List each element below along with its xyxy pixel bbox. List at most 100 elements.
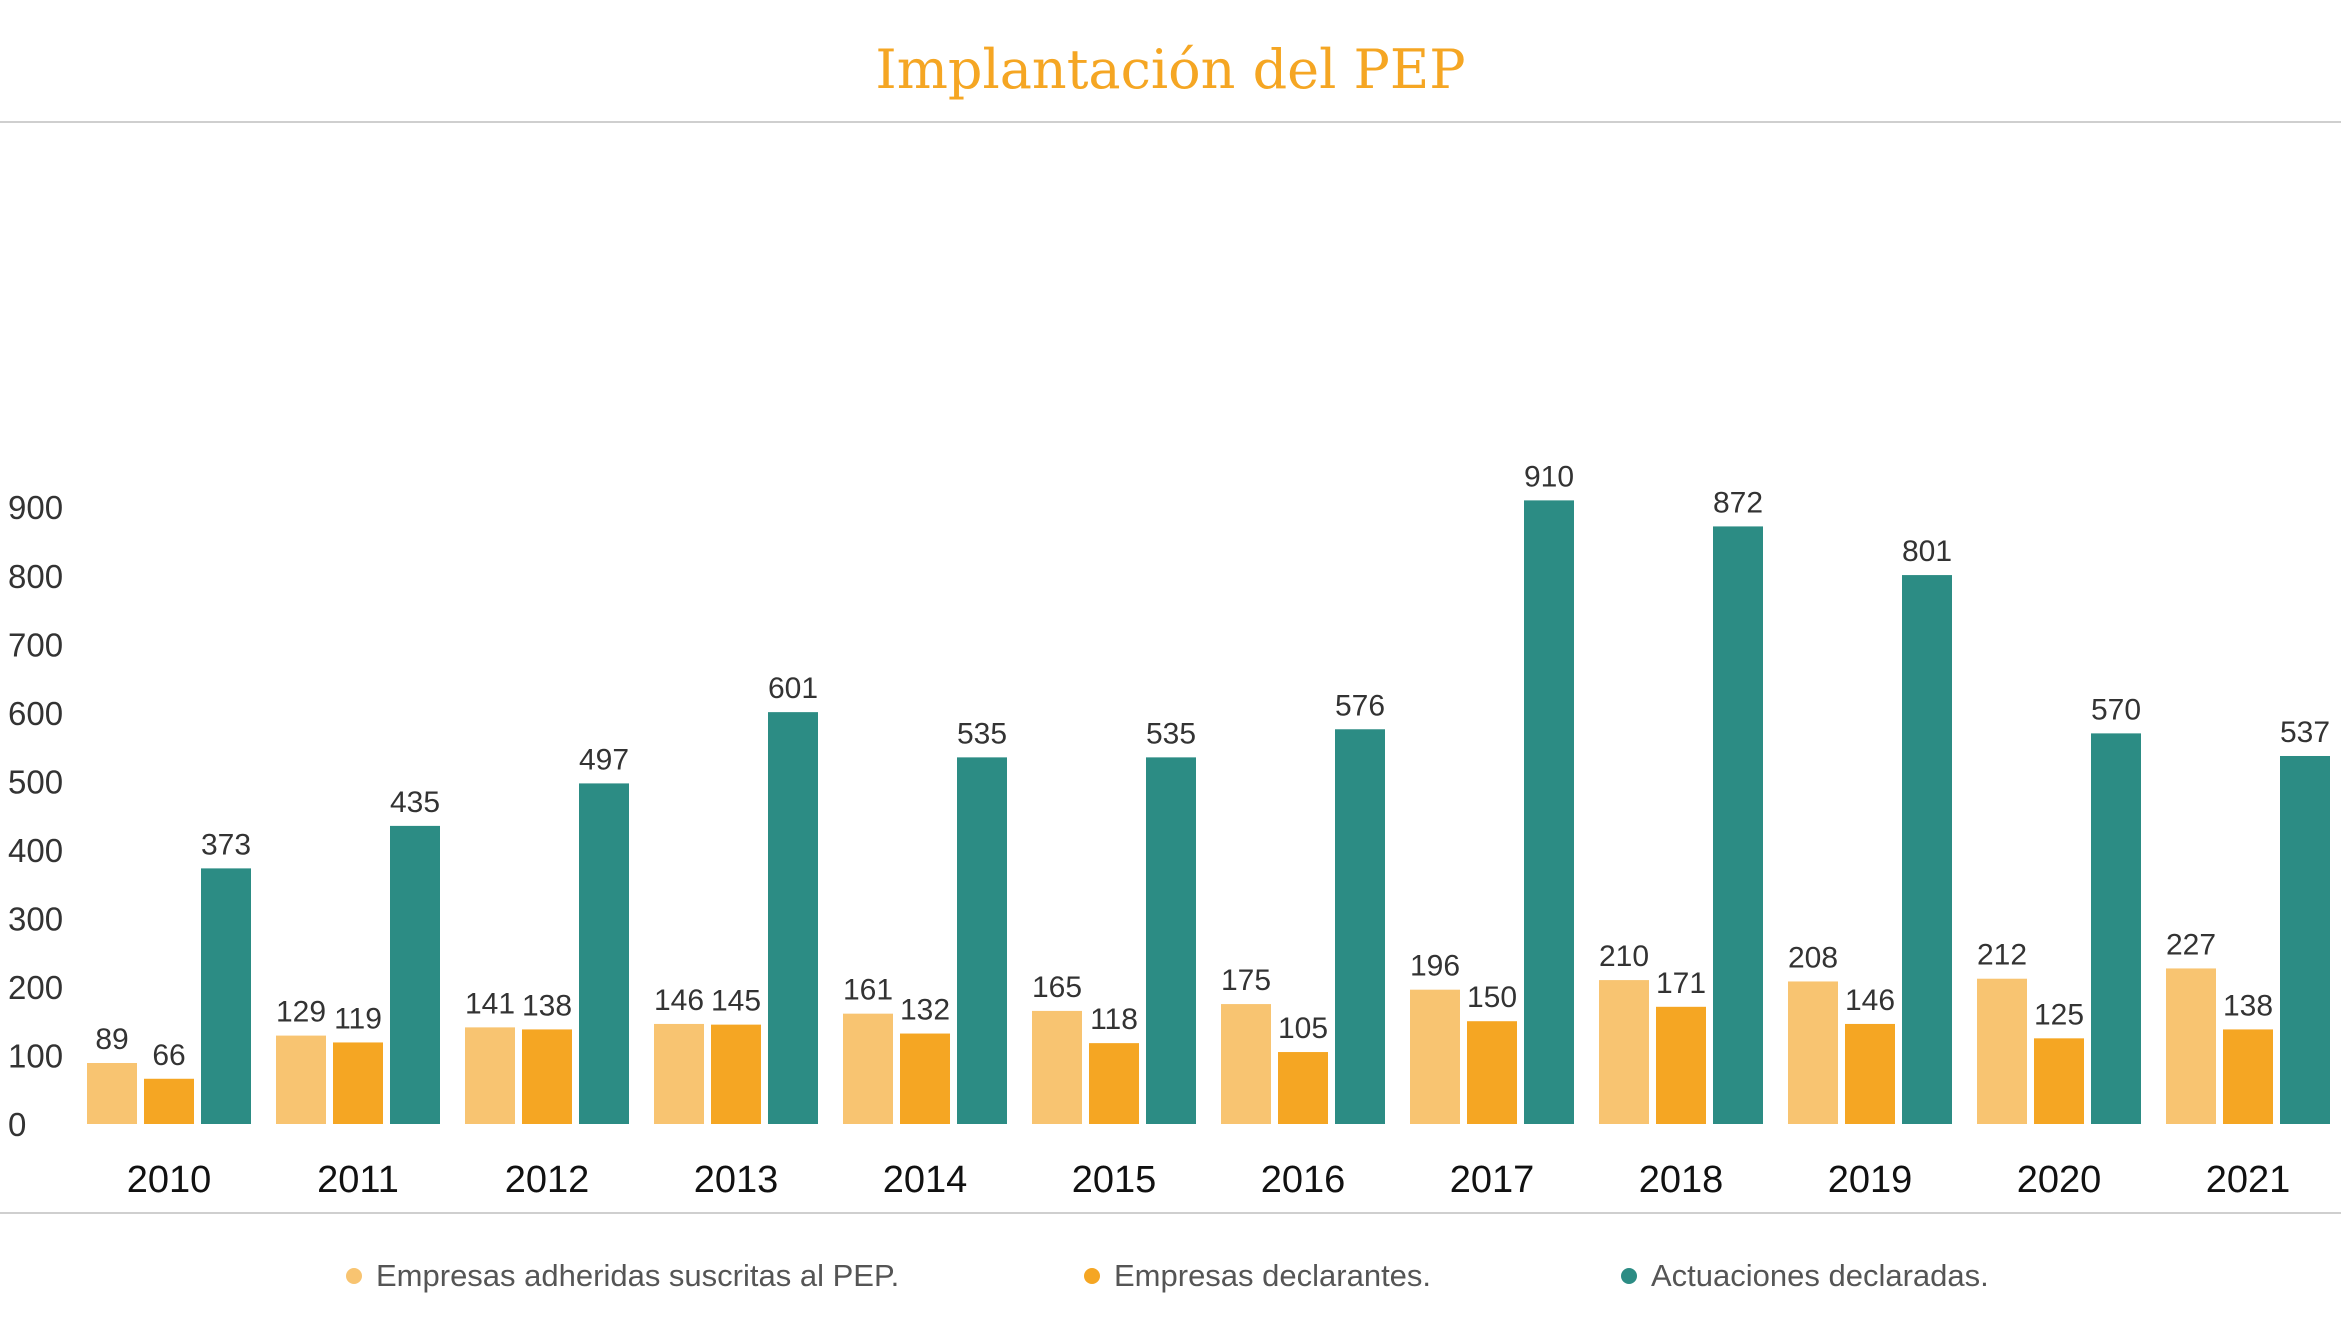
bar-declarantes-2018 — [1656, 1006, 1706, 1124]
bar-adheridas-2011 — [276, 1035, 326, 1124]
data-label-declarantes-2014: 132 — [900, 994, 950, 1027]
data-label-actuaciones-2017: 910 — [1524, 460, 1574, 493]
bar-declarantes-2020 — [2034, 1038, 2084, 1124]
bar-marks — [87, 500, 2330, 1124]
legend-swatch-declarantes — [1084, 1268, 1100, 1284]
y-tick-label: 500 — [8, 763, 63, 800]
bar-declarantes-2015 — [1089, 1043, 1139, 1124]
bar-actuaciones-2017 — [1524, 500, 1574, 1124]
y-tick-label: 900 — [8, 489, 63, 526]
data-label-actuaciones-2019: 801 — [1902, 535, 1952, 568]
bar-actuaciones-2013 — [768, 712, 818, 1124]
bar-declarantes-2010 — [144, 1078, 194, 1124]
legend-item-adheridas: Empresas adheridas suscritas al PEP. — [346, 1258, 899, 1294]
legend-swatch-adheridas — [346, 1268, 362, 1284]
bar-actuaciones-2012 — [579, 783, 629, 1124]
bar-adheridas-2014 — [843, 1013, 893, 1124]
bar-adheridas-2015 — [1032, 1010, 1082, 1124]
data-label-actuaciones-2015: 535 — [1146, 717, 1196, 750]
bar-actuaciones-2019 — [1902, 575, 1952, 1124]
bar-actuaciones-2011 — [390, 825, 440, 1124]
x-tick-label-2020: 2020 — [2017, 1159, 2102, 1201]
data-label-declarantes-2018: 171 — [1656, 967, 1706, 1000]
y-axis-ticks: 0 100 200 300 400 500 600 700 800 900 — [8, 489, 63, 1143]
y-tick-label: 300 — [8, 900, 63, 937]
bar-declarantes-2012 — [522, 1029, 572, 1124]
x-tick-label-2014: 2014 — [883, 1159, 968, 1201]
legend-divider — [0, 1212, 2341, 1214]
bar-actuaciones-2021 — [2280, 755, 2330, 1124]
bar-declarantes-2021 — [2223, 1029, 2273, 1124]
y-tick-label: 0 — [8, 1106, 26, 1143]
data-label-adheridas-2013: 146 — [654, 984, 704, 1017]
chart-title: Implantación del PEP — [875, 38, 1466, 101]
data-label-adheridas-2014: 161 — [843, 974, 893, 1007]
data-label-actuaciones-2016: 576 — [1335, 689, 1385, 722]
bar-actuaciones-2015 — [1146, 757, 1196, 1124]
data-label-declarantes-2010: 66 — [152, 1039, 185, 1072]
title-divider — [0, 121, 2341, 123]
data-label-declarantes-2015: 118 — [1090, 1003, 1138, 1036]
y-tick-label: 400 — [8, 832, 63, 869]
x-tick-label-2018: 2018 — [1639, 1159, 1724, 1201]
data-label-declarantes-2017: 150 — [1467, 981, 1517, 1014]
data-label-adheridas-2021: 227 — [2166, 928, 2216, 961]
data-label-adheridas-2012: 141 — [465, 987, 515, 1020]
data-label-adheridas-2015: 165 — [1032, 971, 1082, 1004]
bar-declarantes-2017 — [1467, 1021, 1517, 1124]
legend-label-declarantes: Empresas declarantes. — [1114, 1258, 1432, 1293]
y-tick-label: 100 — [8, 1037, 63, 1074]
x-tick-label-2016: 2016 — [1261, 1159, 1346, 1201]
bar-declarantes-2014 — [900, 1033, 950, 1124]
legend: Empresas adheridas suscritas al PEP. Emp… — [0, 1258, 2341, 1308]
data-label-adheridas-2010: 89 — [95, 1023, 128, 1056]
data-label-adheridas-2016: 175 — [1221, 964, 1271, 997]
x-tick-label-2021: 2021 — [2206, 1159, 2291, 1201]
x-axis-ticks: 2010 2011 2012 2013 2014 2015 2016 2017 2018 2019… — [127, 1159, 2291, 1201]
data-label-declarantes-2020: 125 — [2034, 998, 2084, 1031]
data-label-adheridas-2018: 210 — [1599, 940, 1649, 973]
bar-declarantes-2013 — [711, 1024, 761, 1124]
y-tick-label: 800 — [8, 558, 63, 595]
data-label-actuaciones-2012: 497 — [579, 743, 629, 776]
bar-adheridas-2018 — [1599, 980, 1649, 1124]
data-label-adheridas-2019: 208 — [1788, 941, 1838, 974]
bar-actuaciones-2014 — [957, 757, 1007, 1124]
x-tick-label-2012: 2012 — [505, 1159, 590, 1201]
bar-adheridas-2013 — [654, 1023, 704, 1124]
bar-declarantes-2016 — [1278, 1052, 1328, 1124]
x-tick-label-2011: 2011 — [317, 1159, 399, 1201]
y-tick-label: 700 — [8, 626, 63, 663]
x-tick-label-2013: 2013 — [694, 1159, 779, 1201]
y-tick-label: 600 — [8, 695, 63, 732]
data-label-adheridas-2011: 129 — [276, 996, 326, 1029]
data-label-actuaciones-2010: 373 — [201, 828, 251, 861]
bar-adheridas-2010 — [87, 1063, 137, 1124]
bar-declarantes-2011 — [333, 1042, 383, 1124]
legend-label-adheridas: Empresas adheridas suscritas al PEP. — [376, 1258, 900, 1293]
data-label-declarantes-2021: 138 — [2223, 989, 2273, 1022]
x-tick-label-2017: 2017 — [1450, 1159, 1535, 1201]
data-label-declarantes-2012: 138 — [522, 989, 572, 1022]
bar-adheridas-2019 — [1788, 981, 1838, 1124]
x-tick-label-2019: 2019 — [1828, 1159, 1913, 1201]
bar-actuaciones-2016 — [1335, 729, 1385, 1124]
data-label-actuaciones-2011: 435 — [390, 786, 440, 819]
bar-adheridas-2017 — [1410, 989, 1460, 1124]
bar-actuaciones-2018 — [1713, 526, 1763, 1124]
bar-adheridas-2021 — [2166, 968, 2216, 1124]
bar-adheridas-2016 — [1221, 1004, 1271, 1124]
legend-item-declarantes: Empresas declarantes. — [1084, 1258, 1431, 1294]
data-label-declarantes-2011: 119 — [334, 1002, 382, 1035]
data-label-actuaciones-2018: 872 — [1713, 486, 1763, 519]
x-tick-label-2010: 2010 — [127, 1159, 212, 1201]
y-tick-label: 200 — [8, 969, 63, 1006]
legend-item-actuaciones: Actuaciones declaradas. — [1621, 1258, 1989, 1294]
bar-actuaciones-2010 — [201, 868, 251, 1124]
bar-adheridas-2012 — [465, 1027, 515, 1124]
bar-declarantes-2019 — [1845, 1023, 1895, 1124]
data-label-actuaciones-2013: 601 — [768, 672, 818, 705]
